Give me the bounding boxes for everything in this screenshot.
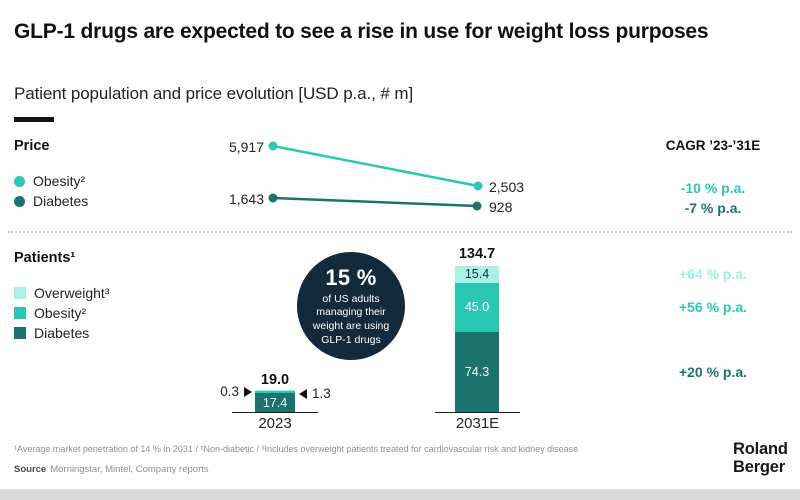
obesity-2023-annotation: 1.3 bbox=[299, 386, 331, 401]
callout-circle: 15 % of US adults managing their weight … bbox=[297, 252, 405, 360]
bar-2023-total: 19.0 bbox=[260, 372, 290, 388]
bar-2031-segment-overweight: 15.4 bbox=[455, 266, 499, 283]
obesity-end-point bbox=[473, 181, 483, 191]
obesity-start-point bbox=[268, 141, 278, 151]
bottom-strip bbox=[0, 489, 800, 500]
patients-legend-item-diabetes: Diabetes bbox=[14, 323, 109, 343]
x-label-2023: 2023 bbox=[258, 415, 292, 432]
obesity-2023-value: 1.3 bbox=[312, 386, 331, 401]
obesity-price-line bbox=[272, 144, 479, 188]
obesity-square-icon bbox=[14, 307, 26, 319]
page-subtitle: Patient population and price evolution [… bbox=[14, 84, 414, 103]
price-section-label: Price bbox=[14, 138, 50, 154]
diabetes-square-icon bbox=[14, 327, 26, 339]
logo-line2: Berger bbox=[733, 458, 785, 476]
patients-legend: Overweight³ Obesity² Diabetes bbox=[14, 283, 109, 343]
bar-2023-segment-overweight bbox=[255, 389, 295, 392]
source-label: Source bbox=[14, 464, 47, 475]
patients-obesity-cagr: +56 % p.a. bbox=[678, 299, 748, 315]
price-obesity-start-value: 5,917 bbox=[228, 139, 264, 155]
axis-2031 bbox=[435, 412, 520, 413]
diabetes-2031-value: 74.3 bbox=[464, 364, 490, 379]
patients-legend-item-obesity: Obesity² bbox=[14, 303, 109, 323]
arrow-left-icon bbox=[299, 388, 307, 399]
x-label-2031: 2031E bbox=[455, 415, 500, 432]
obesity-dot-icon bbox=[14, 175, 25, 187]
bar-2031: 15.4 45.0 74.3 bbox=[455, 266, 499, 412]
price-obesity-end-value: 2,503 bbox=[489, 179, 525, 195]
accent-bar bbox=[14, 117, 54, 122]
callout-headline: 15 % bbox=[325, 264, 377, 290]
legend-label-obesity: Obesity² bbox=[33, 173, 86, 189]
logo-line1: Roland bbox=[733, 440, 788, 458]
cagr-column-header: CAGR ’23-’31E bbox=[665, 138, 761, 153]
legend-label-diabetes: Diabetes bbox=[33, 193, 89, 209]
patients-section-label: Patients¹ bbox=[14, 250, 76, 266]
page-title: GLP-1 drugs are expected to see a rise i… bbox=[14, 20, 709, 43]
overweight-square-icon bbox=[14, 287, 26, 299]
diabetes-end-point bbox=[472, 201, 482, 211]
diabetes-2023-value: 17.4 bbox=[262, 395, 288, 410]
price-diabetes-end-value: 928 bbox=[489, 199, 513, 215]
roland-berger-logo: Roland Berger bbox=[733, 440, 788, 476]
diabetes-start-point bbox=[268, 193, 278, 203]
overweight-2023-annotation: 0.3 bbox=[196, 384, 252, 399]
source-text: Morningstar, Mintel, Company reports bbox=[50, 464, 209, 475]
price-legend: Obesity² Diabetes bbox=[14, 171, 88, 211]
patients-diabetes-cagr: +20 % p.a. bbox=[678, 364, 748, 380]
price-obesity-cagr: -10 % p.a. bbox=[680, 180, 746, 196]
bar-2031-segment-diabetes: 74.3 bbox=[455, 331, 499, 412]
overweight-2023-value: 0.3 bbox=[220, 384, 239, 399]
arrow-right-icon bbox=[244, 386, 252, 397]
legend-label-diabetes2: Diabetes bbox=[34, 325, 90, 341]
bar-2031-total: 134.7 bbox=[458, 246, 496, 262]
source-line: Source Morningstar, Mintel, Company repor… bbox=[14, 464, 209, 475]
price-diabetes-cagr: -7 % p.a. bbox=[684, 200, 742, 216]
price-legend-item-obesity: Obesity² bbox=[14, 171, 88, 191]
footnote: ¹Average market penetration of 14 % in 2… bbox=[14, 444, 579, 454]
bar-2023-segment-diabetes: 17.4 bbox=[255, 393, 295, 412]
callout-body: of US adults managing their weight are u… bbox=[312, 292, 390, 346]
patients-legend-item-overweight: Overweight³ bbox=[14, 283, 109, 303]
price-diabetes-start-value: 1,643 bbox=[228, 191, 264, 207]
bar-2031-segment-obesity: 45.0 bbox=[455, 282, 499, 332]
obesity-2031-value: 45.0 bbox=[464, 300, 490, 315]
legend-label-overweight: Overweight³ bbox=[34, 285, 110, 301]
legend-label-obesity2: Obesity² bbox=[34, 305, 87, 321]
bar-2023-segment-obesity bbox=[255, 391, 295, 394]
overweight-2031-value: 15.4 bbox=[464, 267, 490, 282]
section-separator bbox=[8, 231, 792, 233]
diabetes-price-line bbox=[272, 196, 478, 208]
axis-2023 bbox=[232, 412, 318, 413]
diabetes-dot-icon bbox=[14, 195, 25, 207]
patients-overweight-cagr: +64 % p.a. bbox=[678, 266, 748, 282]
price-legend-item-diabetes: Diabetes bbox=[14, 191, 88, 211]
bar-2023: 17.4 bbox=[255, 389, 295, 412]
